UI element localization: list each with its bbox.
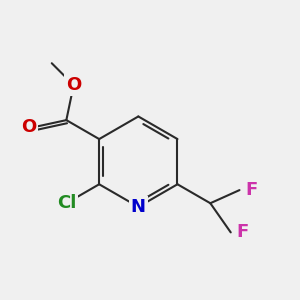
- Text: O: O: [21, 118, 36, 136]
- Text: F: F: [237, 224, 249, 242]
- Text: F: F: [245, 181, 258, 199]
- Text: Cl: Cl: [57, 194, 76, 212]
- Text: O: O: [66, 76, 81, 94]
- Text: N: N: [131, 198, 146, 216]
